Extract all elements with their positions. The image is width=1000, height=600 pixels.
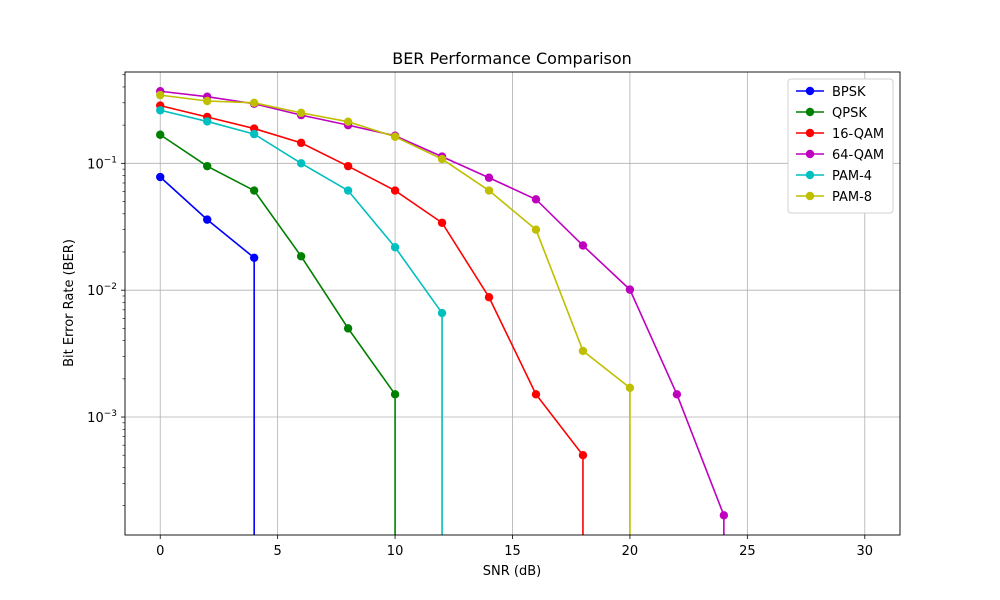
legend-marker (805, 149, 815, 159)
data-point (437, 308, 447, 318)
series-line (160, 109, 443, 535)
legend-marker (805, 191, 815, 201)
legend-marker (805, 107, 815, 117)
data-point (202, 215, 212, 224)
data-point (343, 117, 353, 126)
series-line (159, 176, 255, 535)
x-tick-label: 10 (387, 544, 404, 559)
x-tick-label: 0 (156, 544, 164, 559)
data-point (343, 186, 353, 195)
data-point (672, 390, 682, 399)
series-line (160, 94, 631, 535)
legend-marker (805, 170, 815, 180)
x-tick-label: 20 (622, 544, 639, 559)
data-point (531, 390, 541, 399)
data-point (484, 186, 494, 195)
legend: BPSK QPSK 16-QAM 64-QAM PAM-4 PAM-8 (787, 78, 894, 214)
series-pam-8 (156, 90, 635, 535)
x-axis-label: SNR (dB) (483, 564, 541, 579)
data-point (296, 138, 306, 148)
y-tick-label: 10−2 (87, 282, 117, 299)
legend-label: PAM-4 (832, 169, 872, 184)
data-point (249, 253, 259, 262)
legend-marker (805, 86, 815, 96)
data-point (625, 383, 635, 392)
data-point (390, 186, 400, 195)
plot-area: 0 5 10 15 20 25 30 10−1 10−2 10−3 (87, 71, 901, 559)
x-tick-label: 25 (739, 544, 756, 559)
x-tick-label: 5 (274, 544, 282, 559)
series-line (160, 90, 725, 535)
legend-label: 64-QAM (832, 148, 884, 163)
data-point (625, 285, 635, 294)
series-pam-4 (156, 106, 447, 535)
data-point (343, 324, 353, 333)
data-point (202, 161, 212, 171)
y-tick-label: 10−1 (87, 155, 117, 172)
data-point (390, 243, 400, 252)
y-axis-label: Bit Error Rate (BER) (62, 239, 77, 367)
data-point (719, 511, 729, 520)
axes-frame (124, 71, 901, 536)
data-point (578, 451, 588, 460)
series-bpsk (156, 172, 259, 535)
data-point (156, 90, 165, 100)
data-point (531, 195, 541, 204)
data-point (390, 132, 400, 141)
data-point (249, 98, 259, 108)
data-point (156, 172, 165, 182)
data-point (343, 161, 353, 171)
legend-label: 16-QAM (832, 127, 884, 142)
chart-title: BER Performance Comparison (392, 49, 632, 68)
legend-label: BPSK (832, 85, 866, 100)
data-point (296, 252, 306, 261)
data-point (390, 390, 400, 399)
data-point (249, 186, 259, 195)
data-point (437, 154, 447, 164)
legend-marker (805, 128, 815, 138)
data-point (484, 293, 494, 302)
data-point (296, 159, 306, 168)
data-point (296, 108, 306, 118)
data-point (202, 96, 212, 106)
data-point (578, 346, 588, 356)
data-point (249, 129, 259, 139)
legend-label: PAM-8 (832, 190, 872, 205)
data-point (156, 130, 165, 139)
series-qpsk (156, 130, 400, 535)
data-point (578, 241, 588, 250)
series-line (160, 104, 584, 535)
legend-label: QPSK (832, 106, 867, 121)
data-point (156, 106, 165, 115)
data-point (531, 225, 541, 234)
x-tick-label: 15 (504, 544, 521, 559)
data-point (484, 173, 494, 182)
x-tick-label: 30 (856, 544, 873, 559)
y-tick-label: 10−3 (87, 409, 117, 426)
series-16-qam (156, 101, 588, 535)
data-point (202, 117, 212, 126)
data-point (437, 218, 447, 227)
